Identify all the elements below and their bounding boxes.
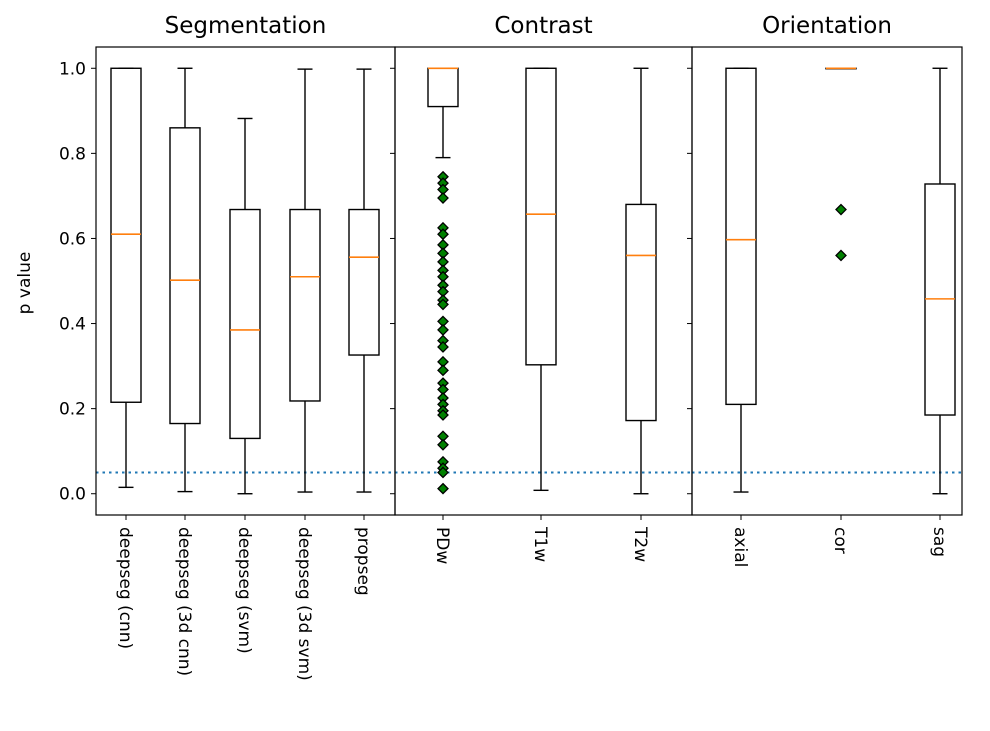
- box-1-0-outlier-16: [437, 324, 449, 336]
- box-2-0-label: axial: [730, 527, 750, 567]
- box-0-4-body: [348, 208, 380, 356]
- box-1-0-label: PDw: [432, 527, 452, 564]
- ytick-label-5: 1.0: [59, 59, 86, 79]
- box-1-0-outlier-20: [437, 364, 449, 377]
- ytick-label-2: 0.4: [59, 315, 86, 335]
- box-1-0-body: [427, 67, 459, 108]
- box-1-0-outlier-26: [437, 409, 449, 421]
- box-0-4-label: propseg: [353, 527, 373, 596]
- ytick-label-4: 0.8: [59, 144, 86, 164]
- ytick-label-1: 0.2: [59, 400, 86, 420]
- box-2-2-label: sag: [929, 527, 949, 557]
- box-0-2-body: [229, 208, 261, 440]
- ytick-label-0: 0.0: [59, 485, 86, 505]
- box-1-2-body: [625, 203, 657, 422]
- box-0-0-body: [110, 67, 142, 403]
- panel-title-contrast: Contrast: [494, 13, 592, 39]
- box-1-0-outlier-3: [437, 192, 449, 204]
- box-0-1-label: deepseg (3d cnn): [174, 527, 194, 676]
- box-0-3-body: [289, 208, 321, 402]
- panel-title-orientation: Orientation: [762, 13, 892, 39]
- box-1-0-outlier-5: [437, 228, 449, 241]
- panel-title-segmentation: Segmentation: [165, 13, 327, 39]
- box-1-0-outlier-31: [437, 466, 449, 479]
- box-2-0-body: [725, 67, 757, 406]
- box-0-1-body: [169, 127, 201, 425]
- box-0-3-label: deepseg (3d svm): [294, 527, 314, 681]
- y-axis-label: p value: [15, 252, 35, 315]
- box-1-2-label: T2w: [630, 526, 650, 562]
- box-2-1-label: cor: [830, 527, 850, 554]
- box-1-0-outlier-18: [437, 341, 449, 353]
- box-1-0-outlier-14: [437, 298, 449, 311]
- box-2-1-outlier-0: [835, 203, 847, 216]
- box-0-2-label: deepseg (svm): [234, 527, 254, 654]
- box-0-0-label: deepseg (cnn): [115, 527, 135, 649]
- panel-frame-2: [691, 46, 963, 516]
- box-1-0-outlier-28: [437, 438, 449, 451]
- box-1-1-body: [525, 67, 557, 366]
- box-1-0-outlier-32: [437, 482, 449, 495]
- box-1-1-label: T1w: [530, 526, 550, 562]
- ytick-label-3: 0.6: [59, 229, 86, 249]
- box-2-1-outlier-1: [835, 249, 847, 262]
